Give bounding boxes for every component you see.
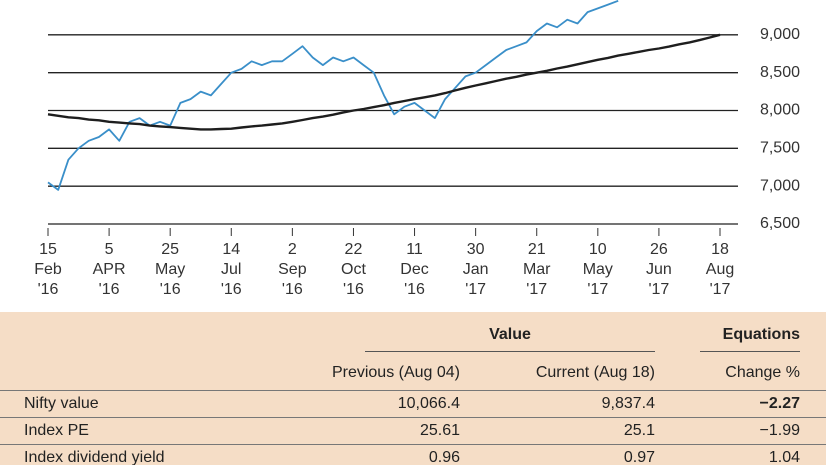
x-tick-label: 22 Oct '16 — [341, 241, 366, 298]
cell: 25.1 — [623, 422, 655, 439]
x-tick-label: 2 Sep '16 — [278, 241, 307, 298]
y-tick-label: 9,000 — [760, 26, 800, 43]
x-tick-label: 10 May '17 — [582, 241, 613, 298]
column-header: Current (Aug 18) — [535, 364, 655, 381]
cell: 10,066.4 — [397, 395, 460, 412]
group-header: Value — [489, 326, 531, 343]
row-label: Index PE — [24, 422, 89, 439]
column-header: Previous (Aug 04) — [331, 364, 460, 381]
x-tick-label: 26 Jun '17 — [646, 241, 672, 298]
series-line — [47, 33, 721, 131]
cell: 25.61 — [419, 422, 460, 439]
cell: 9,837.4 — [601, 395, 655, 412]
row-rule — [0, 390, 826, 391]
y-tick-label: 8,000 — [760, 102, 800, 119]
cell: −2.27 — [759, 395, 800, 412]
cell: 1.04 — [768, 449, 800, 465]
x-tick-label: 5 APR '16 — [92, 241, 126, 298]
group-header: Equations — [722, 326, 800, 343]
table: Value Equations Previous (Aug 04) Curren… — [0, 312, 826, 465]
x-tick-label: 15 Feb '16 — [34, 241, 62, 298]
rule — [365, 351, 655, 352]
x-tick-label: 18 Aug '17 — [705, 241, 735, 298]
x-tick-label: 14 Jul '16 — [220, 241, 242, 298]
x-tick-label: 25 May '16 — [155, 241, 186, 298]
cell: −1.99 — [759, 422, 800, 439]
cell: 0.96 — [428, 449, 460, 465]
y-tick-label: 6,500 — [760, 215, 800, 232]
row-label: Nifty value — [24, 395, 99, 412]
cell: 0.97 — [623, 449, 655, 465]
x-tick-label: 30 Jan '17 — [462, 241, 489, 298]
chart: 6,500 7,000 7,500 8,000 8,500 9,000 — [47, 0, 800, 236]
rule — [700, 351, 800, 352]
y-tick-label: 7,500 — [760, 140, 800, 157]
y-tick-label: 7,000 — [760, 177, 800, 194]
x-tick-label: 21 Mar '17 — [522, 241, 551, 298]
x-tick-label: 11 Dec '16 — [400, 241, 429, 298]
row-rule — [0, 417, 826, 418]
row-label: Index dividend yield — [24, 449, 165, 465]
row-rule — [0, 444, 826, 445]
y-tick-label: 8,500 — [760, 64, 800, 81]
column-header: Change % — [725, 364, 800, 381]
series-line — [47, 0, 619, 191]
